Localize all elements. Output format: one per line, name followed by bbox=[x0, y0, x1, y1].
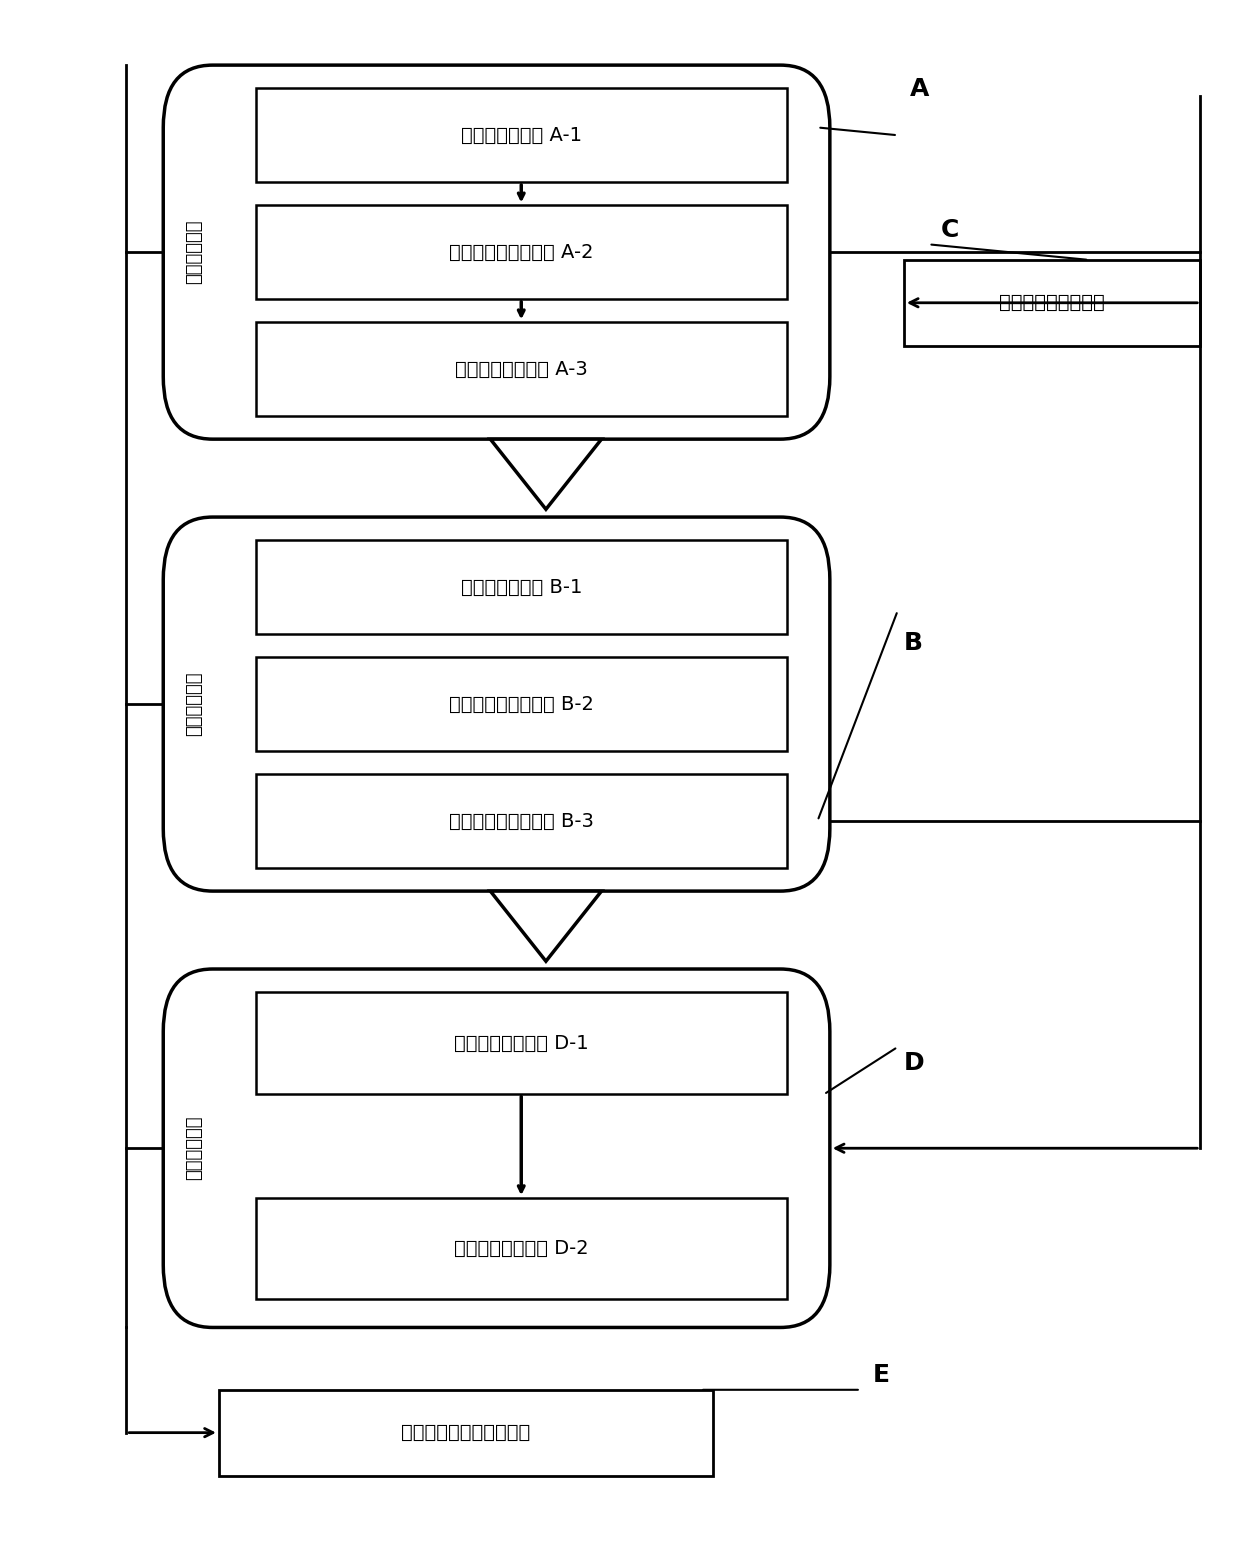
Text: 建模操作流程定义 A-3: 建模操作流程定义 A-3 bbox=[455, 360, 588, 378]
Text: C: C bbox=[941, 217, 960, 241]
FancyBboxPatch shape bbox=[164, 970, 830, 1328]
Bar bbox=[255, 322, 786, 416]
Text: 操作元素组定义 A-1: 操作元素组定义 A-1 bbox=[461, 125, 582, 145]
Bar bbox=[255, 205, 786, 299]
FancyBboxPatch shape bbox=[164, 518, 830, 891]
Text: B: B bbox=[904, 630, 923, 654]
Text: A: A bbox=[910, 77, 930, 102]
Bar bbox=[255, 89, 786, 181]
Text: 扫描受影响的模型 D-1: 扫描受影响的模型 D-1 bbox=[454, 1034, 589, 1053]
Bar bbox=[255, 774, 786, 868]
Bar bbox=[255, 1198, 786, 1300]
Text: 更新受影响的模型 D-2: 更新受影响的模型 D-2 bbox=[454, 1239, 589, 1259]
Bar bbox=[218, 1390, 713, 1475]
Text: 建模操作变更: 建模操作变更 bbox=[185, 673, 203, 737]
Text: E: E bbox=[873, 1362, 890, 1387]
Bar bbox=[904, 260, 1200, 346]
Text: 建模操作流程的变更 B-3: 建模操作流程的变更 B-3 bbox=[449, 812, 594, 830]
Bar bbox=[255, 657, 786, 751]
Text: D: D bbox=[904, 1051, 925, 1076]
FancyBboxPatch shape bbox=[164, 66, 830, 439]
Text: 建模操作及流程描述: 建模操作及流程描述 bbox=[999, 294, 1105, 313]
Bar bbox=[255, 993, 786, 1093]
Text: 地质模型更新: 地质模型更新 bbox=[185, 1117, 203, 1181]
Text: 操作函数及参数定义 A-2: 操作函数及参数定义 A-2 bbox=[449, 242, 594, 261]
Text: 操作元素组变更 B-1: 操作元素组变更 B-1 bbox=[460, 577, 582, 597]
Text: 操作函数及参数变更 B-2: 操作函数及参数变更 B-2 bbox=[449, 694, 594, 713]
Polygon shape bbox=[490, 891, 601, 962]
Text: 建模操作定义: 建模操作定义 bbox=[185, 221, 203, 285]
Bar bbox=[255, 541, 786, 633]
Text: 建模操作与模型更新记录: 建模操作与模型更新记录 bbox=[401, 1423, 531, 1442]
Polygon shape bbox=[490, 439, 601, 510]
